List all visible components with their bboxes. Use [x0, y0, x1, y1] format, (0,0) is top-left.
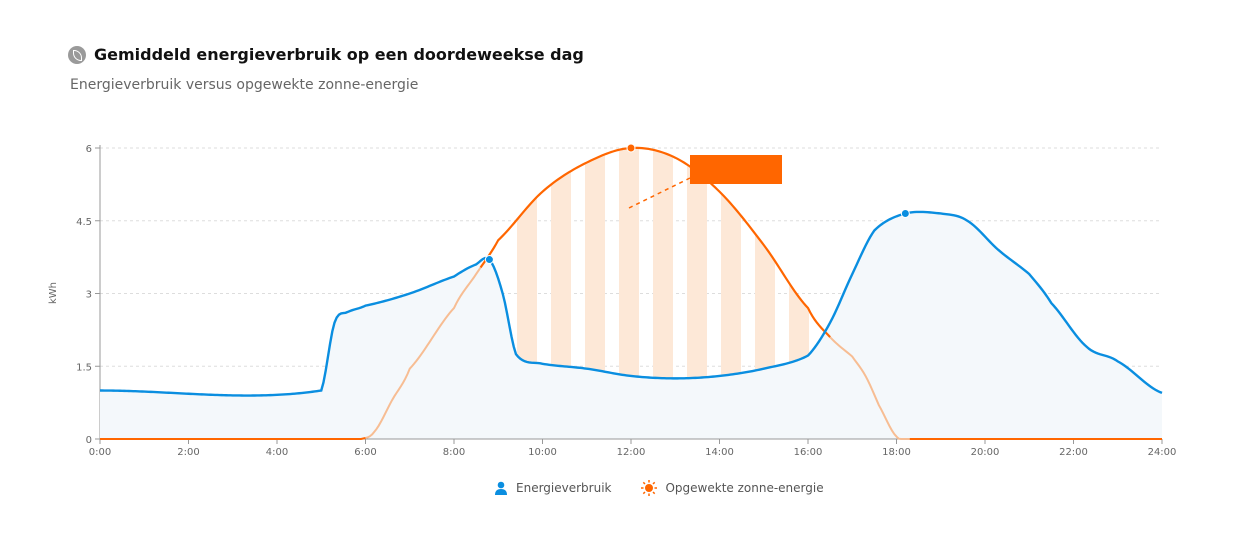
- x-tick-label: 20:00: [971, 447, 1000, 458]
- y-tick-label: 4.5: [76, 217, 92, 228]
- x-tick-label: 18:00: [882, 447, 911, 458]
- x-tick-label: 24:00: [1148, 447, 1177, 458]
- x-tick-label: 4:00: [266, 447, 288, 458]
- solar-line-faded: [829, 336, 910, 440]
- legend: Energieverbruik Opgewekte zonne-energie: [494, 480, 824, 496]
- y-tick-label: 1.5: [76, 362, 92, 373]
- x-tick-label: 2:00: [177, 447, 199, 458]
- x-tick-label: 10:00: [528, 447, 557, 458]
- solar-peak-marker: [626, 143, 636, 153]
- consumption-peak-marker: [900, 208, 910, 218]
- solar-line-faded: [365, 266, 482, 439]
- x-tick-label: 12:00: [617, 447, 646, 458]
- legend-item-consumption[interactable]: Energieverbruik: [494, 480, 611, 496]
- legend-label: Energieverbruik: [516, 481, 612, 495]
- solar-surplus-area: [513, 147, 815, 379]
- sun-icon: [641, 480, 658, 496]
- chart-title: Gemiddeld energieverbruik op een doordew…: [68, 45, 584, 64]
- leaf-icon: [68, 45, 86, 64]
- chart-title-text: Gemiddeld energieverbruik op een doordew…: [94, 45, 584, 64]
- person-icon: [495, 481, 507, 495]
- annotation-box: [690, 155, 782, 184]
- y-axis-label: kWh: [48, 282, 59, 304]
- solar-line-night: [100, 437, 366, 440]
- consumption-line: [99, 210, 1163, 397]
- legend-item-solar[interactable]: Opgewekte zonne-energie: [641, 480, 824, 496]
- y-tick-label: 0: [86, 435, 92, 446]
- y-tick-label: 6: [86, 144, 92, 155]
- consumption-area: [100, 211, 1162, 439]
- x-tick-label: 0:00: [89, 447, 111, 458]
- x-tick-label: 22:00: [1059, 447, 1088, 458]
- x-tick-label: 8:00: [443, 447, 465, 458]
- y-tick-label: 3: [86, 290, 92, 301]
- chart-subtitle: Energieverbruik versus opgewekte zonne-e…: [70, 77, 419, 93]
- x-tick-label: 14:00: [705, 447, 734, 458]
- consumption-peak-marker: [484, 255, 494, 265]
- x-tick-label: 6:00: [354, 447, 376, 458]
- legend-label: Opgewekte zonne-energie: [665, 481, 824, 495]
- annotation-connector: [628, 177, 691, 209]
- x-tick-label: 16:00: [794, 447, 823, 458]
- solar-line: [479, 146, 831, 338]
